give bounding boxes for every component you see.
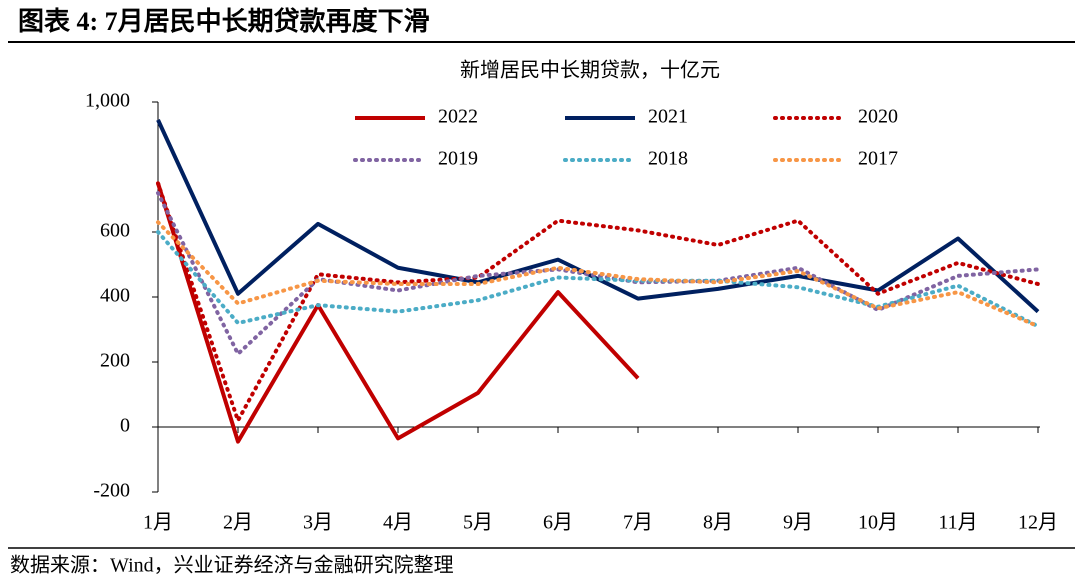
legend-label: 2022 xyxy=(438,106,478,128)
y-tick-label: 600 xyxy=(100,220,130,242)
x-tick-label: 9月 xyxy=(783,512,813,534)
x-tick-label: 5月 xyxy=(463,512,493,534)
legend-label: 2020 xyxy=(858,106,898,128)
series-line xyxy=(156,182,640,444)
y-tick-label: 0 xyxy=(120,415,130,437)
legend-label: 2019 xyxy=(438,148,478,170)
series-line xyxy=(156,181,1040,423)
page-title: 图表 4: 7月居民中长期贷款再度下滑 xyxy=(18,6,430,36)
x-tick-label: 11月 xyxy=(938,512,977,534)
x-tick-label: 8月 xyxy=(703,512,733,534)
y-tick-label: 400 xyxy=(100,285,130,307)
series-line xyxy=(156,119,1040,314)
x-tick-label: 7月 xyxy=(623,512,653,534)
series-line xyxy=(156,230,1040,329)
x-tick-label: 1月 xyxy=(143,512,173,534)
x-tick-label: 10月 xyxy=(858,512,898,534)
x-tick-label: 6月 xyxy=(543,512,573,534)
series-line xyxy=(156,220,1040,329)
y-tick-label: 1,000 xyxy=(85,90,130,112)
y-tick-label: 200 xyxy=(100,350,130,372)
chart-title: 新增居民中长期贷款，十亿元 xyxy=(460,59,720,82)
y-tick-label: -200 xyxy=(93,480,130,502)
source: 数据来源：Wind，兴业证券经济与金融研究院整理 xyxy=(10,554,454,577)
legend-label: 2018 xyxy=(648,148,688,170)
x-tick-label: 12月 xyxy=(1018,512,1058,534)
x-tick-label: 2月 xyxy=(223,512,253,534)
series-line xyxy=(156,191,1040,356)
legend-label: 2017 xyxy=(858,148,898,170)
legend-label: 2021 xyxy=(648,106,688,128)
x-tick-label: 3月 xyxy=(303,512,333,534)
x-tick-label: 4月 xyxy=(383,512,413,534)
